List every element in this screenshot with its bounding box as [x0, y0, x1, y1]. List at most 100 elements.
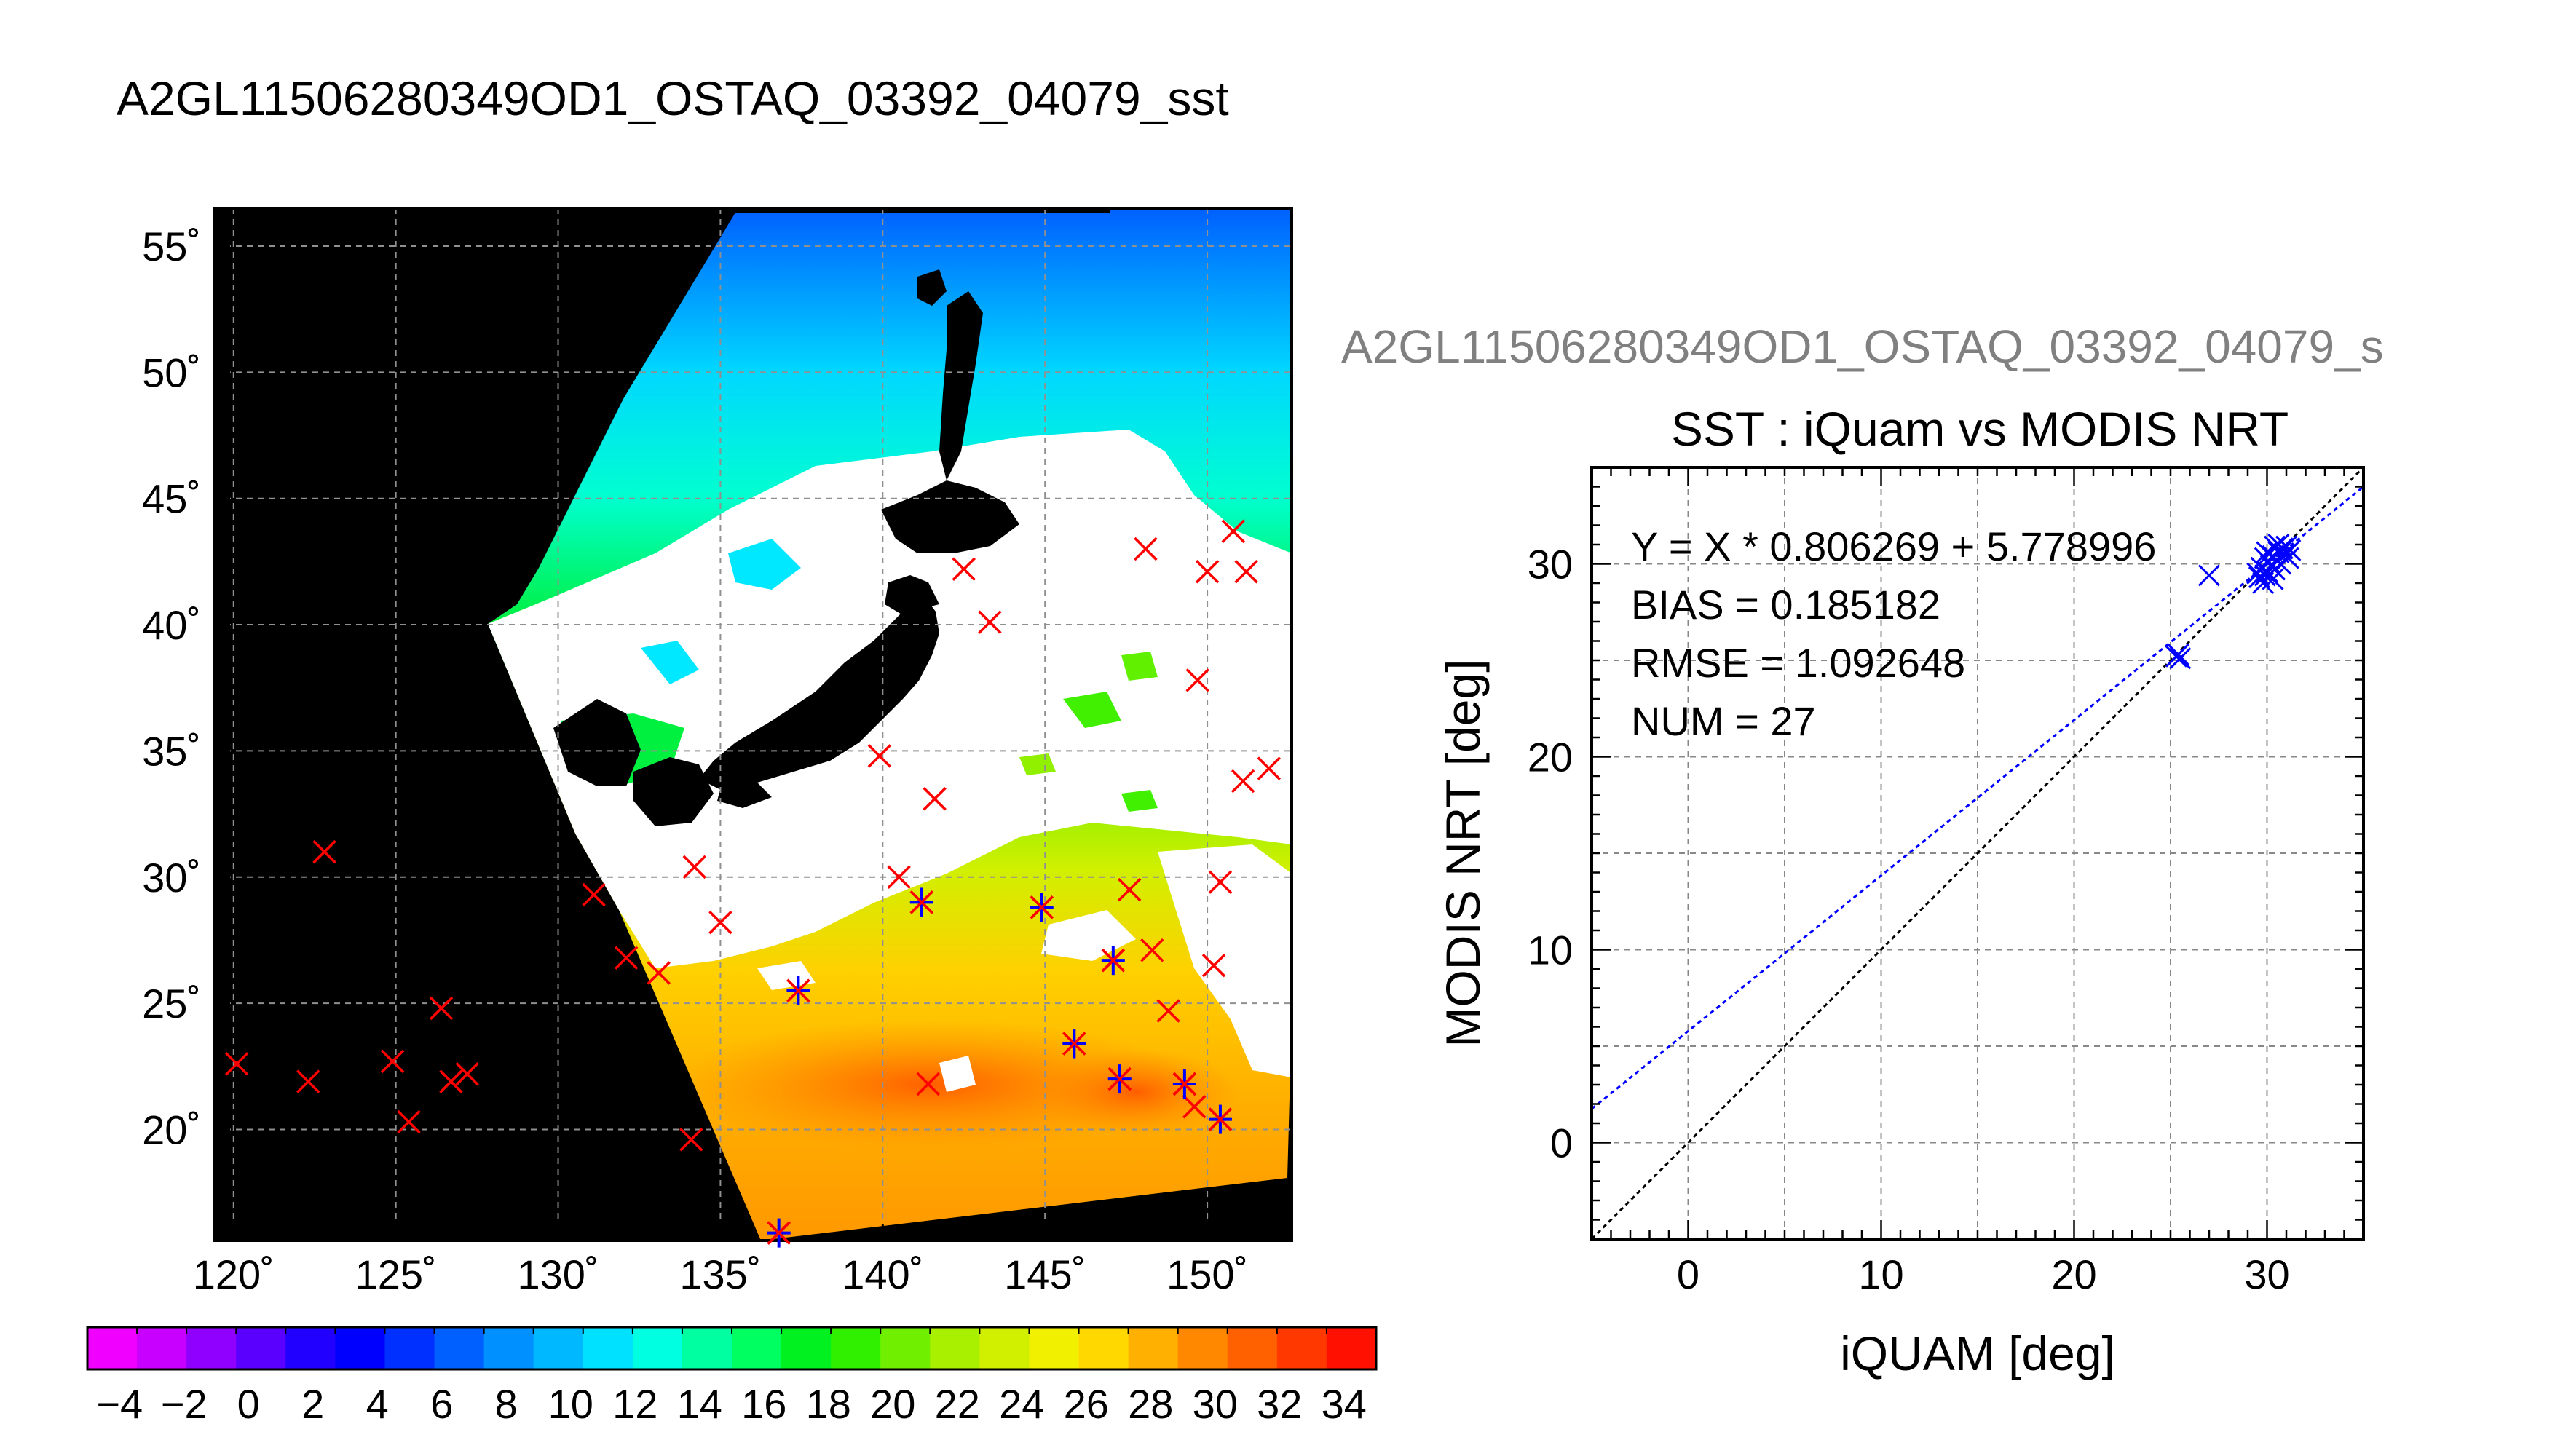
iquam-marker — [1234, 560, 1258, 584]
iquam-marker — [429, 996, 454, 1021]
colorbar-cell — [483, 1327, 534, 1369]
colorbar-label: −4 — [96, 1381, 143, 1427]
x-tick-label: 30 — [2244, 1251, 2289, 1297]
iquam-marker — [1156, 999, 1180, 1023]
land-shikoku — [717, 783, 772, 808]
iquam-marker — [679, 1128, 703, 1152]
colorbar-label: 10 — [548, 1381, 593, 1427]
iquam-marker — [1195, 560, 1220, 584]
iquam-marker — [439, 1069, 463, 1093]
scatter-point — [2267, 533, 2290, 556]
colorbar-cell — [583, 1327, 633, 1369]
map-frame — [213, 207, 1293, 1242]
map-grid — [214, 208, 1292, 1241]
iquam-marker — [614, 946, 639, 970]
scatter-point — [2246, 562, 2269, 585]
colorbar-label: 32 — [1257, 1381, 1302, 1427]
matchup-marker — [1107, 1064, 1132, 1094]
annotation-num: NUM = 27 — [1631, 698, 1816, 744]
scatter-point — [2169, 647, 2192, 670]
matchup-marker — [1101, 946, 1126, 976]
colorbar-cells — [87, 1327, 1377, 1369]
matchup-marker — [909, 887, 934, 917]
colorbar-label: 34 — [1322, 1381, 1367, 1427]
lat-tick-label: 45˚ — [142, 476, 201, 522]
lat-tick-labels: 55˚ 50˚ 45˚ 40˚ 35˚ 30˚ 25˚ 20˚ — [142, 223, 201, 1152]
scatter-title: SST : iQuam vs MODIS NRT — [1671, 402, 2289, 456]
colorbar-cell — [1029, 1327, 1080, 1369]
sst-map: 120˚ 125˚ 130˚ 135˚ 140˚ 145˚ 150˚ 55˚ 50˚ 45˚ 40… — [142, 207, 1293, 1297]
colorbar-cell — [87, 1327, 138, 1369]
y-axis-label: MODIS NRT [deg] — [1436, 659, 1490, 1047]
colorbar-label: 28 — [1128, 1381, 1173, 1427]
lat-tick-label: 50˚ — [142, 349, 201, 395]
colorbar-cell — [781, 1327, 832, 1369]
lon-tick-label: 130˚ — [517, 1251, 599, 1297]
figure-title: A2GL11506280349OD1_OSTAQ_03392_04079_sst — [117, 71, 1229, 125]
colorbar-cell — [236, 1327, 286, 1369]
scatter-point — [2167, 643, 2189, 666]
map-ticks — [214, 245, 1209, 1241]
colorbar-label: 8 — [495, 1381, 518, 1427]
lon-tick-labels: 120˚ 125˚ 130˚ 135˚ 140˚ 145˚ 150˚ — [193, 1251, 1248, 1297]
annotation-fit: Y = X * 0.806269 + 5.778996 — [1631, 523, 2156, 569]
colorbar-label: 20 — [870, 1381, 915, 1427]
matchup-marker — [1172, 1069, 1197, 1099]
y-tick-label: 30 — [1528, 542, 1573, 587]
iquam-marker — [1182, 1095, 1207, 1119]
y-tick-label: 10 — [1528, 927, 1573, 973]
scatter-subtitle: A2GL11506280349OD1_OSTAQ_03392_04079_s — [1341, 320, 2384, 373]
matchup-marker — [1208, 1104, 1233, 1134]
colorbar-cell — [384, 1327, 435, 1369]
land-kyushu — [633, 757, 714, 826]
x-tick-label: 0 — [1677, 1251, 1699, 1297]
colorbar-cell — [1177, 1327, 1228, 1369]
scatter-point — [2264, 535, 2286, 558]
iquam-marker — [647, 961, 671, 985]
colorbar-label: −2 — [161, 1381, 208, 1427]
colorbar-cell — [1276, 1327, 1327, 1369]
iquam-marker — [867, 744, 892, 768]
identity-line — [1592, 467, 2364, 1239]
colorbar-cell — [1128, 1327, 1179, 1369]
matchup-marker — [1030, 893, 1054, 922]
lat-tick-label: 30˚ — [142, 855, 201, 901]
iquam-marker — [708, 910, 732, 935]
y-tick-label: 0 — [1550, 1120, 1573, 1166]
matchup-marker — [1062, 1029, 1086, 1059]
land-mainland — [214, 208, 735, 888]
land-tohoku — [885, 575, 939, 615]
x-tick-label: 10 — [1858, 1251, 1903, 1297]
colorbar-cell — [137, 1327, 187, 1369]
iquam-marker — [582, 882, 606, 907]
colorbar-label: 4 — [366, 1381, 389, 1427]
iquam-marker — [916, 1072, 940, 1096]
land-honshu — [699, 597, 939, 790]
annotation-bias: BIAS = 0.185182 — [1631, 582, 1940, 628]
scatter-point — [2277, 547, 2299, 569]
colorbar-cell — [930, 1327, 980, 1369]
colorbar-cell — [533, 1327, 584, 1369]
scatter-plot: 0 10 20 30 0 10 20 30 Y = X * 0.806269 + 5.778… — [1436, 466, 2365, 1380]
iquam-marker — [397, 1109, 421, 1134]
iquam-marker — [978, 610, 1002, 634]
colorbar-cell — [186, 1327, 237, 1369]
matchup-marker — [767, 1218, 791, 1248]
iquam-marker — [1257, 756, 1282, 780]
colorbar-label: 22 — [935, 1381, 980, 1427]
iquam-markers — [224, 519, 1282, 1248]
colorbar-label: 16 — [741, 1381, 786, 1427]
colorbar-cell — [682, 1327, 732, 1369]
land-sakhalin — [939, 291, 983, 480]
scatter-point — [2254, 564, 2276, 587]
x-axis-label: iQUAM [deg] — [1840, 1326, 2115, 1380]
colorbar: −4 −2 0 2 4 6 8 10 12 14 16 18 20 22 24 26 28 30 32 34 — [86, 1326, 1378, 1427]
scatter-points — [2165, 533, 2302, 670]
iquam-marker — [923, 787, 947, 811]
iquam-marker — [952, 557, 976, 582]
land-korea — [553, 699, 641, 786]
lat-tick-label: 25˚ — [142, 981, 201, 1026]
colorbar-label: 26 — [1064, 1381, 1109, 1427]
colorbar-label: 12 — [612, 1381, 657, 1427]
